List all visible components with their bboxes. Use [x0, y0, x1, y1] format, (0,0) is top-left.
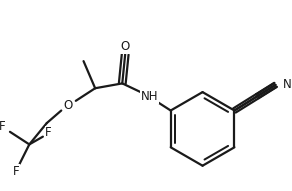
Text: F: F — [0, 121, 6, 134]
Text: N: N — [283, 78, 292, 91]
Text: F: F — [13, 165, 19, 178]
Text: O: O — [121, 40, 130, 53]
Text: F: F — [45, 126, 52, 139]
Text: O: O — [63, 99, 73, 112]
Text: NH: NH — [141, 91, 158, 104]
